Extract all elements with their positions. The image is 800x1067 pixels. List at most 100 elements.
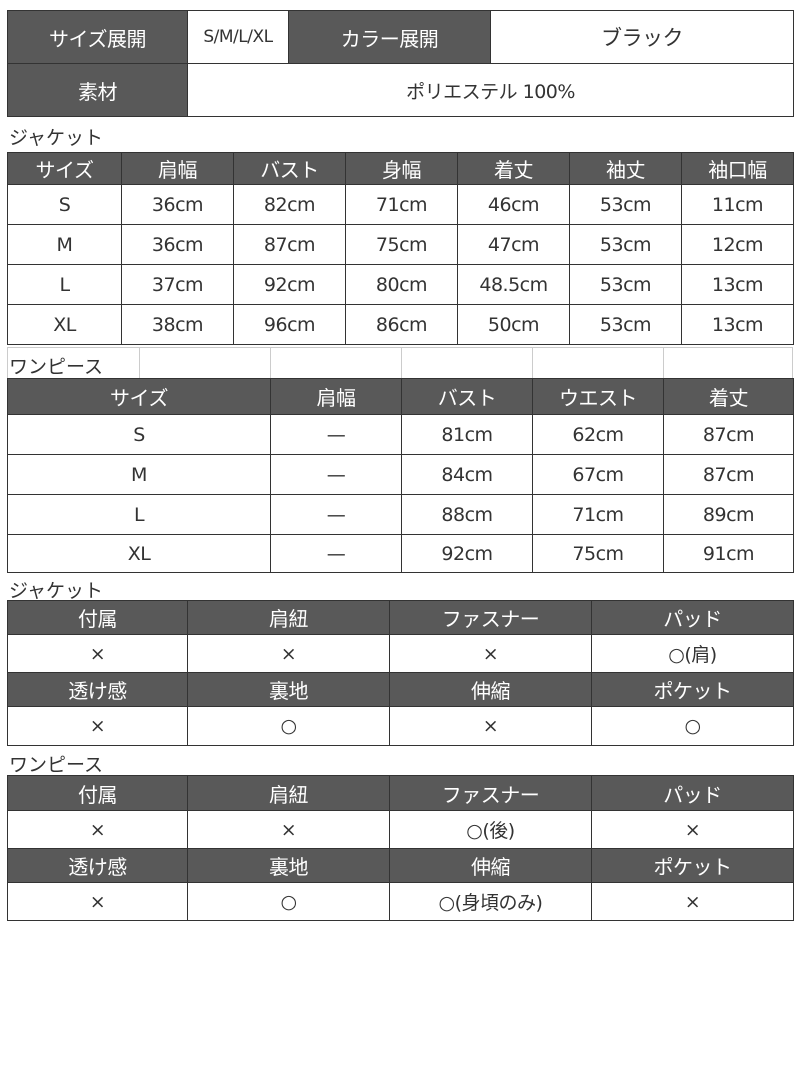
table-cell: ○(後) — [389, 810, 592, 849]
column-header: 肩紐 — [187, 600, 390, 635]
column-header: 肩幅 — [121, 152, 234, 185]
table-cell: 62cm — [532, 414, 664, 455]
column-header: 肩紐 — [187, 775, 390, 811]
table-cell: 53cm — [569, 304, 682, 345]
table-cell: × — [7, 810, 188, 849]
table-cell: 82cm — [233, 184, 346, 225]
table-row: M —84cm 67cm 87cm — [7, 454, 794, 495]
color-range-value: ブラック — [490, 10, 794, 64]
table-cell: 12cm — [681, 224, 794, 265]
table-cell: 84cm — [401, 454, 533, 495]
table-row: M 36cm 87cm 75cm 47cm 53cm 12cm — [7, 224, 794, 265]
size-range-value: S/M/L/XL — [187, 10, 289, 64]
table-cell: 87cm — [663, 414, 794, 455]
column-header: 付属 — [7, 775, 188, 811]
table-cell: 37cm — [121, 264, 234, 305]
table-cell: 96cm — [233, 304, 346, 345]
table-row: L 37cm 92cm 80cm 48.5cm 53cm 13cm — [7, 264, 794, 305]
material-label: 素材 — [7, 63, 188, 117]
table-row: × ○ × ○ — [7, 706, 794, 746]
header-row: 透け感 裏地 伸縮 ポケット — [7, 848, 794, 883]
table-cell: 48.5cm — [457, 264, 570, 305]
column-header: 裏地 — [187, 672, 390, 707]
table-cell: 71cm — [345, 184, 458, 225]
jacket-size-table: サイズ 肩幅 バスト 身幅 着丈 袖丈 袖口幅 S 36cm 82cm 71cm 46cm 53cm 11… — [7, 152, 794, 345]
column-header: バスト — [401, 378, 533, 415]
table-row: × ○ ○(身頃のみ) × — [7, 882, 794, 921]
table-row: L —88cm 71cm 89cm — [7, 494, 794, 535]
table-row: S —81cm 62cm 87cm — [7, 414, 794, 455]
table-cell: 86cm — [345, 304, 458, 345]
jacket-attr-title: ジャケット — [9, 580, 104, 602]
table-cell: × — [7, 882, 188, 921]
material-value: ポリエステル 100% — [187, 63, 794, 117]
table-cell: 89cm — [663, 494, 794, 535]
onepiece-attr-title: ワンピース — [9, 754, 104, 776]
table-cell: × — [389, 706, 592, 746]
table-cell: ○ — [187, 882, 390, 921]
column-header: 袖丈 — [569, 152, 682, 185]
table-cell: × — [7, 634, 188, 673]
table-cell: S — [7, 414, 271, 455]
table-cell: × — [187, 810, 390, 849]
table-cell: S — [7, 184, 122, 225]
table-cell: — — [270, 454, 402, 495]
table-cell: — — [270, 414, 402, 455]
table-row: XL —92cm 75cm 91cm — [7, 534, 794, 573]
table-cell: 11cm — [681, 184, 794, 225]
header-row: 付属 肩紐 ファスナー パッド — [7, 600, 794, 635]
table-cell: M — [7, 454, 271, 495]
table-cell: ○ — [187, 706, 390, 746]
table-cell: — — [270, 534, 402, 573]
column-header: 透け感 — [7, 672, 188, 707]
column-header: 伸縮 — [389, 672, 592, 707]
color-range-label: カラー展開 — [288, 10, 491, 64]
column-header: 着丈 — [663, 378, 794, 415]
size-range-label: サイズ展開 — [7, 10, 188, 64]
header-row: 付属 肩紐 ファスナー パッド — [7, 775, 794, 811]
table-cell: XL — [7, 304, 122, 345]
column-header: 伸縮 — [389, 848, 592, 883]
column-header: ファスナー — [389, 775, 592, 811]
onepiece-title-row — [7, 347, 793, 378]
table-cell: 36cm — [121, 184, 234, 225]
onepiece-size-title: ワンピース — [9, 356, 104, 378]
table-cell: 75cm — [532, 534, 664, 573]
table-cell: 13cm — [681, 264, 794, 305]
table-cell: 47cm — [457, 224, 570, 265]
onepiece-size-table: サイズ 肩幅 バスト ウエスト 着丈 S —81cm 62cm 87cm M —84cm 67cm 87… — [7, 378, 794, 573]
header-row: 透け感 裏地 伸縮 ポケット — [7, 672, 794, 707]
table-cell: × — [187, 634, 390, 673]
table-cell: L — [7, 494, 271, 535]
table-cell: 50cm — [457, 304, 570, 345]
column-header: バスト — [233, 152, 346, 185]
table-cell: 80cm — [345, 264, 458, 305]
table-row: S 36cm 82cm 71cm 46cm 53cm 11cm — [7, 184, 794, 225]
table-cell: 46cm — [457, 184, 570, 225]
table-cell: ○ — [591, 706, 794, 746]
column-header: 付属 — [7, 600, 188, 635]
onepiece-attr-table: 付属 肩紐 ファスナー パッド × × ○(後) × 透け感 裏地 伸縮 ポケット × ○ ○(身頃のみ) × — [7, 775, 794, 921]
table-cell: × — [591, 810, 794, 849]
header-row: サイズ 肩幅 バスト 身幅 着丈 袖丈 袖口幅 — [7, 152, 794, 185]
column-header: 透け感 — [7, 848, 188, 883]
column-header: ポケット — [591, 672, 794, 707]
table-cell: × — [389, 634, 592, 673]
table-cell: — — [270, 494, 402, 535]
column-header: 肩幅 — [270, 378, 402, 415]
column-header: サイズ — [7, 378, 271, 415]
table-cell: ○(身頃のみ) — [389, 882, 592, 921]
table-cell: XL — [7, 534, 271, 573]
column-header: サイズ — [7, 152, 122, 185]
table-cell: 71cm — [532, 494, 664, 535]
column-header: 身幅 — [345, 152, 458, 185]
table-cell: L — [7, 264, 122, 305]
column-header: パッド — [591, 600, 794, 635]
table-cell: 36cm — [121, 224, 234, 265]
table-cell: ○(肩) — [591, 634, 794, 673]
table-cell: M — [7, 224, 122, 265]
jacket-size-title: ジャケット — [9, 127, 104, 149]
table-cell: 92cm — [233, 264, 346, 305]
table-cell: 53cm — [569, 264, 682, 305]
table-cell: 13cm — [681, 304, 794, 345]
